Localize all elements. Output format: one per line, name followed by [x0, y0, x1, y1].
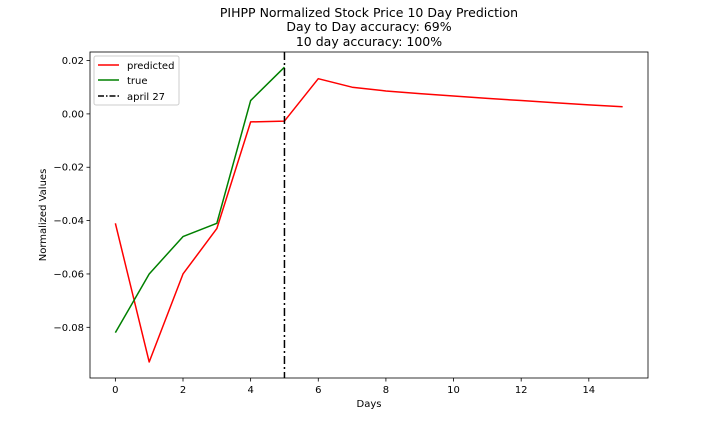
legend-label-predicted: predicted	[127, 61, 174, 72]
x-tick-label: 0	[112, 385, 118, 396]
legend-label-april-27: april 27	[127, 92, 165, 103]
x-axis-label: Days	[357, 399, 382, 410]
series-line-predicted	[114, 77, 623, 363]
chart-title: PIHPP Normalized Stock Price 10 Day Pred…	[220, 5, 518, 20]
y-tick-label: 0.02	[62, 56, 84, 67]
plot-background	[90, 52, 648, 378]
series-line-true	[114, 66, 285, 334]
x-tick-label: 2	[180, 385, 186, 396]
series-layer	[114, 52, 623, 378]
y-tick-label: −0.04	[53, 216, 84, 227]
x-tick-label: 14	[582, 385, 595, 396]
legend-label-true: true	[127, 76, 148, 87]
x-tick-label: 8	[383, 385, 389, 396]
y-tick-label: −0.08	[53, 323, 84, 334]
x-tick-label: 4	[247, 385, 253, 396]
y-tick-label: 0.00	[62, 109, 84, 120]
y-axis-label: Normalized Values	[38, 169, 49, 262]
chart-subtitle-day-to-day: Day to Day accuracy: 69%	[286, 19, 451, 34]
x-tick-label: 6	[315, 385, 321, 396]
legend: predicted true april 27	[93, 55, 180, 106]
y-tick-label: −0.06	[53, 269, 84, 280]
x-tick-label: 12	[515, 385, 528, 396]
chart-subtitle-10-day: 10 day accuracy: 100%	[296, 34, 442, 49]
axes-frame	[89, 51, 649, 379]
legend-box	[93, 55, 180, 106]
axes-layer: 0 2 4 6 8 10 12 14 0.02 0.00 −0.02 −0.04 −0.06 −0.08	[53, 51, 649, 396]
x-tick-label: 10	[447, 385, 460, 396]
y-tick-label: −0.02	[53, 163, 84, 174]
plot-area	[90, 52, 648, 378]
